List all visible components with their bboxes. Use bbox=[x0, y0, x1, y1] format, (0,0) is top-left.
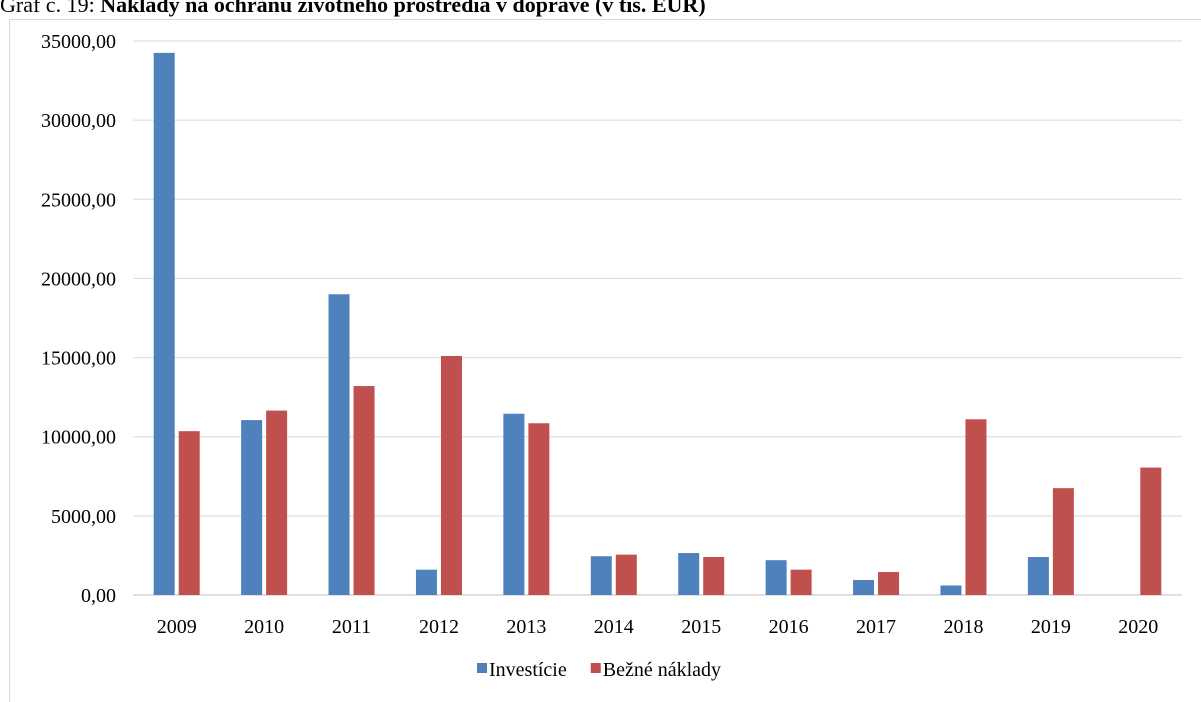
x-tick-label: 2014 bbox=[594, 616, 634, 638]
x-tick-label: 2011 bbox=[332, 616, 371, 638]
x-tick-label: 2010 bbox=[244, 616, 284, 638]
y-tick-label: 35000,00 bbox=[41, 31, 116, 53]
bar-bezne-naklady-2013 bbox=[528, 423, 550, 595]
bar-investicie-2018 bbox=[940, 585, 962, 595]
y-tick-label: 5000,00 bbox=[51, 506, 116, 528]
x-tick-label: 2017 bbox=[856, 616, 896, 638]
bar-investicie-2019 bbox=[1027, 557, 1049, 595]
x-tick-label: 2016 bbox=[769, 616, 809, 638]
bar-investicie-2015 bbox=[678, 553, 700, 595]
bar-bezne-naklady-2010 bbox=[266, 410, 288, 595]
legend-label-1: Investície bbox=[489, 659, 567, 681]
x-tick-label: 2020 bbox=[1118, 616, 1158, 638]
y-tick-label: 10000,00 bbox=[41, 427, 116, 449]
bar-investicie-2011 bbox=[328, 294, 350, 595]
bar-investicie-2012 bbox=[415, 569, 437, 595]
chart-frame bbox=[9, 19, 1201, 702]
x-tick-label: 2012 bbox=[419, 616, 459, 638]
bar-bezne-naklady-2011 bbox=[353, 386, 375, 595]
chart-title: Graf č. 19: Náklady na ochranu životného… bbox=[0, 0, 1201, 19]
bar-bezne-naklady-2016 bbox=[790, 569, 812, 595]
bar-bezne-naklady-2018 bbox=[965, 419, 987, 595]
legend-swatch-1 bbox=[477, 663, 487, 673]
y-tick-label: 20000,00 bbox=[41, 268, 116, 290]
bar-bezne-naklady-2017 bbox=[878, 572, 900, 595]
legend-label-2: Bežné náklady bbox=[603, 659, 721, 681]
legend-swatch-2 bbox=[590, 663, 601, 673]
bar-bezne-naklady-2015 bbox=[703, 557, 725, 595]
bar-investicie-2016 bbox=[765, 560, 787, 595]
bar-bezne-naklady-2014 bbox=[615, 554, 637, 595]
x-tick-label: 2019 bbox=[1031, 616, 1071, 638]
bar-investicie-2017 bbox=[853, 579, 875, 595]
y-tick-label: 15000,00 bbox=[41, 348, 116, 370]
bar-bezne-naklady-2009 bbox=[178, 431, 200, 595]
x-tick-label: 2013 bbox=[506, 616, 546, 638]
bar-investicie-2013 bbox=[503, 413, 525, 595]
y-tick-label: 25000,00 bbox=[41, 189, 116, 211]
chart-title-prefix: Graf č. 19: bbox=[0, 0, 101, 17]
y-tick-label: 30000,00 bbox=[41, 110, 116, 132]
bar-investicie-2010 bbox=[241, 420, 263, 595]
x-tick-label: 2009 bbox=[157, 616, 197, 638]
bar-bezne-naklady-2012 bbox=[440, 355, 462, 595]
bar-investicie-2014 bbox=[590, 556, 612, 595]
y-tick-label: 0,00 bbox=[81, 585, 116, 607]
bar-investicie-2009 bbox=[153, 52, 175, 595]
x-tick-label: 2018 bbox=[943, 616, 983, 638]
x-tick-label: 2015 bbox=[681, 616, 721, 638]
bar-bezne-naklady-2019 bbox=[1052, 488, 1074, 595]
bar-bezne-naklady-2020 bbox=[1140, 467, 1162, 595]
chart-title-main: Náklady na ochranu životného prostredia … bbox=[100, 0, 706, 17]
